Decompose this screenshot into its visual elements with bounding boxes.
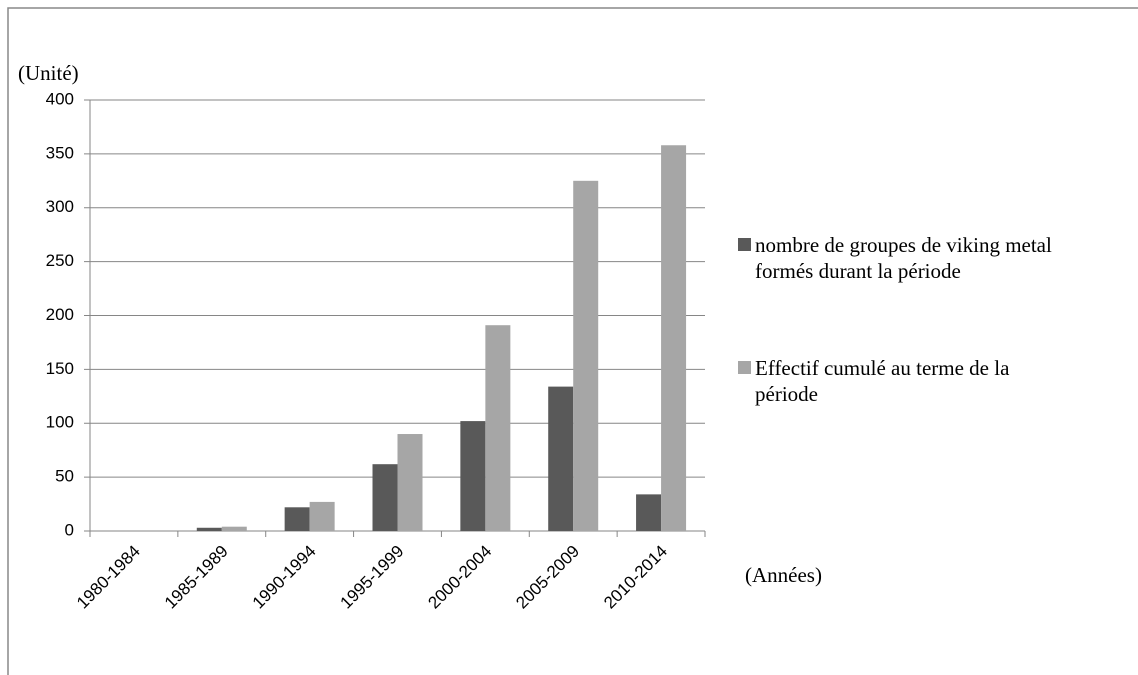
x-tick-label: 1985-1989 — [161, 542, 232, 613]
x-tick-label: 2005-2009 — [512, 542, 583, 613]
bar — [309, 501, 335, 531]
x-tick-label: 2000-2004 — [424, 542, 495, 613]
legend-item: Effectif cumulé au terme de la période — [738, 355, 1118, 407]
y-tick-label: 200 — [46, 305, 74, 324]
legend-swatch — [738, 238, 751, 251]
y-tick-label: 350 — [46, 143, 74, 162]
bar — [460, 421, 486, 531]
legend-item: nombre de groupes de viking metal formés… — [738, 232, 1118, 284]
bar — [573, 180, 599, 531]
x-tick-label: 1995-1999 — [337, 542, 408, 613]
x-tick-label: 1990-1994 — [249, 542, 320, 613]
y-tick-label: 400 — [46, 89, 74, 108]
bar — [661, 145, 687, 531]
bar — [636, 494, 662, 531]
bar — [196, 527, 222, 531]
x-tick-label: 2010-2014 — [600, 542, 671, 613]
y-axis-label: (Unité) — [18, 61, 79, 85]
legend-swatch — [738, 361, 751, 374]
bar — [284, 507, 310, 531]
bar — [397, 434, 423, 531]
x-tick-label: 1980-1984 — [73, 542, 144, 613]
bar — [485, 325, 511, 531]
legend-label: nombre de groupes de viking metal formés… — [755, 233, 1052, 283]
bar — [548, 386, 574, 531]
y-tick-label: 300 — [46, 197, 74, 216]
bar — [372, 464, 398, 531]
y-tick-label: 100 — [46, 413, 74, 432]
x-axis-label: (Années) — [745, 563, 822, 587]
y-tick-label: 50 — [55, 467, 74, 486]
bar — [221, 526, 247, 531]
y-tick-label: 150 — [46, 359, 74, 378]
y-tick-label: 250 — [46, 251, 74, 270]
frame — [7, 7, 1138, 675]
y-tick-label: 0 — [65, 520, 74, 539]
legend-label: Effectif cumulé au terme de la période — [755, 356, 1010, 406]
